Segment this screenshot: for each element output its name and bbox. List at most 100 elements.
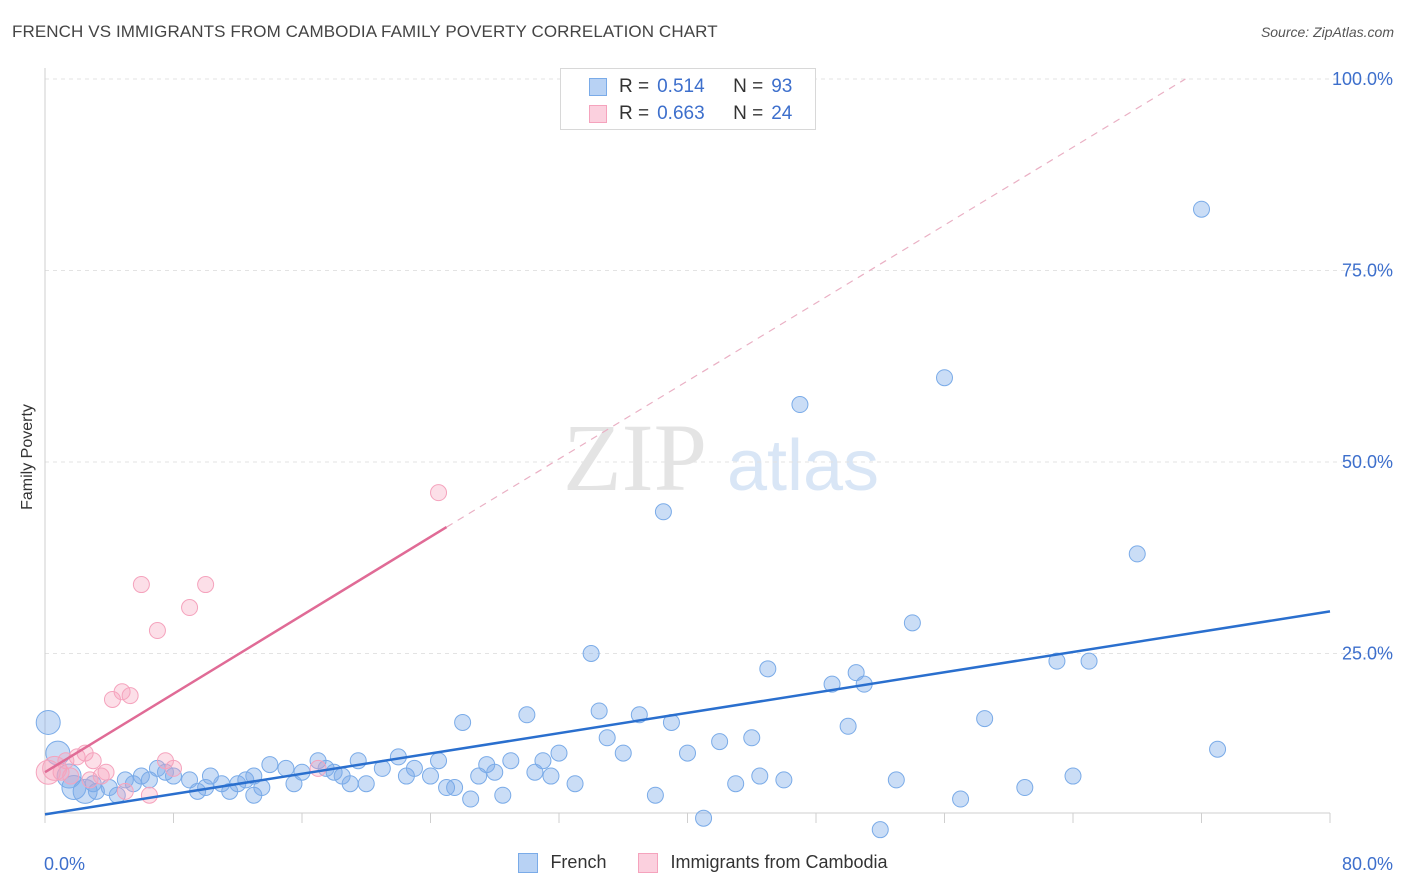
bottom-legend-cambodia: Immigrants from Cambodia [638, 852, 888, 873]
series-cambodia-points [35, 484, 448, 804]
x-tick-label: 0.0% [44, 854, 85, 874]
bottom-legend-swatch-cambodia [638, 852, 659, 873]
data-point-french [462, 790, 480, 808]
data-point-french [357, 775, 375, 793]
legend-r-label: R = [619, 103, 650, 124]
data-point-french [976, 710, 994, 728]
data-point-cambodia [81, 771, 99, 789]
data-point-french [759, 660, 777, 678]
legend-n-value: 24 [771, 103, 793, 124]
data-point-french [422, 767, 439, 785]
chart-title: FRENCH VS IMMIGRANTS FROM CAMBODIA FAMIL… [12, 22, 718, 41]
data-point-french [1016, 779, 1034, 797]
data-point-french [518, 706, 536, 724]
data-point-french [550, 744, 568, 762]
data-point-french [1128, 545, 1146, 563]
data-point-cambodia [62, 767, 80, 785]
data-point-french [598, 729, 616, 747]
bottom-legend: French Immigrants from Cambodia [0, 852, 1406, 873]
tick-labels: 100.0% 75.0% 50.0% 25.0% 0.0% 80.0% [44, 69, 1393, 874]
grid-lines [45, 78, 1392, 654]
data-point-french [582, 645, 600, 662]
bottom-legend-label-cambodia: Immigrants from Cambodia [670, 852, 888, 872]
data-point-french [566, 775, 584, 793]
data-point-french [245, 786, 263, 804]
data-point-cambodia [181, 599, 199, 617]
data-point-cambodia [132, 576, 150, 594]
data-point-french [646, 786, 664, 804]
data-point-french [430, 752, 448, 770]
data-point-french [727, 775, 745, 793]
y-tick-label: 25.0% [1342, 644, 1393, 664]
data-point-french [405, 759, 423, 777]
watermark-zip: ZIP [563, 404, 707, 511]
data-point-cambodia [121, 687, 139, 705]
data-point-french [277, 759, 295, 777]
data-point-cambodia [97, 763, 115, 781]
legend-swatch-french [589, 78, 607, 96]
data-point-french [590, 702, 608, 720]
data-point-french [711, 733, 729, 751]
data-point-french [526, 763, 544, 781]
data-point-cambodia [197, 576, 215, 594]
legend-r-label: R = [619, 76, 650, 97]
y-tick-label: 50.0% [1342, 452, 1393, 472]
trend-lines [44, 78, 1331, 816]
axes [44, 68, 1331, 823]
data-point-french [839, 717, 857, 735]
data-point-french [534, 752, 552, 770]
data-point-french [903, 614, 921, 632]
data-point-french [775, 771, 793, 789]
data-point-french [614, 744, 632, 762]
x-tick-label: 80.0% [1342, 854, 1393, 874]
data-point-cambodia [430, 484, 448, 502]
data-point-french [679, 744, 696, 762]
bottom-legend-french: French [518, 852, 606, 873]
data-point-french [936, 369, 953, 387]
y-tick-label: 75.0% [1342, 261, 1393, 281]
y-tick-label: 100.0% [1332, 69, 1393, 89]
data-point-french [654, 503, 672, 521]
watermark-atlas: atlas [727, 426, 879, 506]
trend-line-cambodia-extension [446, 78, 1186, 528]
legend-n-label: N = [733, 76, 764, 97]
data-point-french [333, 767, 351, 785]
legend-n-label: N = [733, 103, 764, 124]
trend-line-french [44, 610, 1331, 816]
data-point-french [1209, 740, 1227, 758]
data-point-french [871, 821, 889, 839]
data-point-french [494, 786, 512, 804]
data-point-cambodia [140, 786, 158, 804]
data-point-french [1080, 652, 1098, 670]
chart-source: Source: ZipAtlas.com [1260, 24, 1394, 40]
data-point-french [454, 713, 472, 731]
data-point-cambodia [84, 752, 102, 770]
data-point-french [502, 752, 520, 770]
data-point-french [446, 779, 464, 797]
data-point-french [743, 729, 761, 747]
legend-n-value: 93 [771, 76, 793, 97]
data-point-french [1193, 200, 1210, 218]
data-point-french [887, 771, 905, 789]
data-point-french [261, 756, 279, 774]
data-point-french [791, 396, 809, 414]
data-point-cambodia [165, 759, 182, 777]
data-point-cambodia [309, 759, 327, 777]
legend-r-value: 0.514 [657, 76, 705, 97]
data-point-french [181, 771, 199, 789]
data-point-french [695, 809, 713, 827]
legend-row-cambodia: R = 0.663 N = 24 [589, 102, 792, 126]
trend-line-cambodia [44, 526, 448, 774]
series-french-points [35, 200, 1227, 839]
data-point-french [470, 767, 488, 785]
data-point-french [132, 767, 150, 785]
data-point-french [1064, 767, 1082, 785]
legend-row-french: R = 0.514 N = 93 [589, 75, 792, 99]
data-point-french [486, 763, 504, 781]
legend-swatch-cambodia [589, 105, 607, 123]
data-point-french [1048, 652, 1066, 670]
data-point-french [952, 790, 970, 808]
data-point-french [35, 709, 61, 735]
data-point-french [140, 771, 158, 789]
